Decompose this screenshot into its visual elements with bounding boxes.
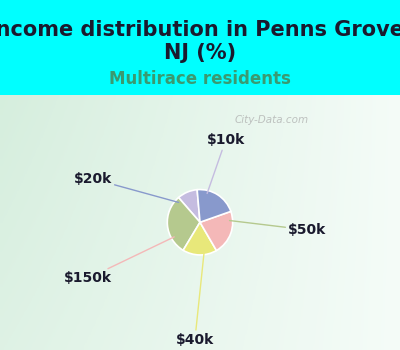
Text: Multirace residents: Multirace residents [109,70,291,88]
Text: Income distribution in Penns Grove,
NJ (%): Income distribution in Penns Grove, NJ (… [0,20,400,63]
Wedge shape [178,190,200,222]
Text: $20k: $20k [74,172,179,202]
Wedge shape [197,190,231,222]
Text: City-Data.com: City-Data.com [234,115,309,125]
Text: $50k: $50k [230,220,326,237]
Text: $150k: $150k [64,237,174,286]
Wedge shape [200,211,233,251]
Wedge shape [167,197,200,250]
Text: $10k: $10k [206,133,245,194]
Text: $40k: $40k [176,252,214,347]
Wedge shape [183,222,216,255]
